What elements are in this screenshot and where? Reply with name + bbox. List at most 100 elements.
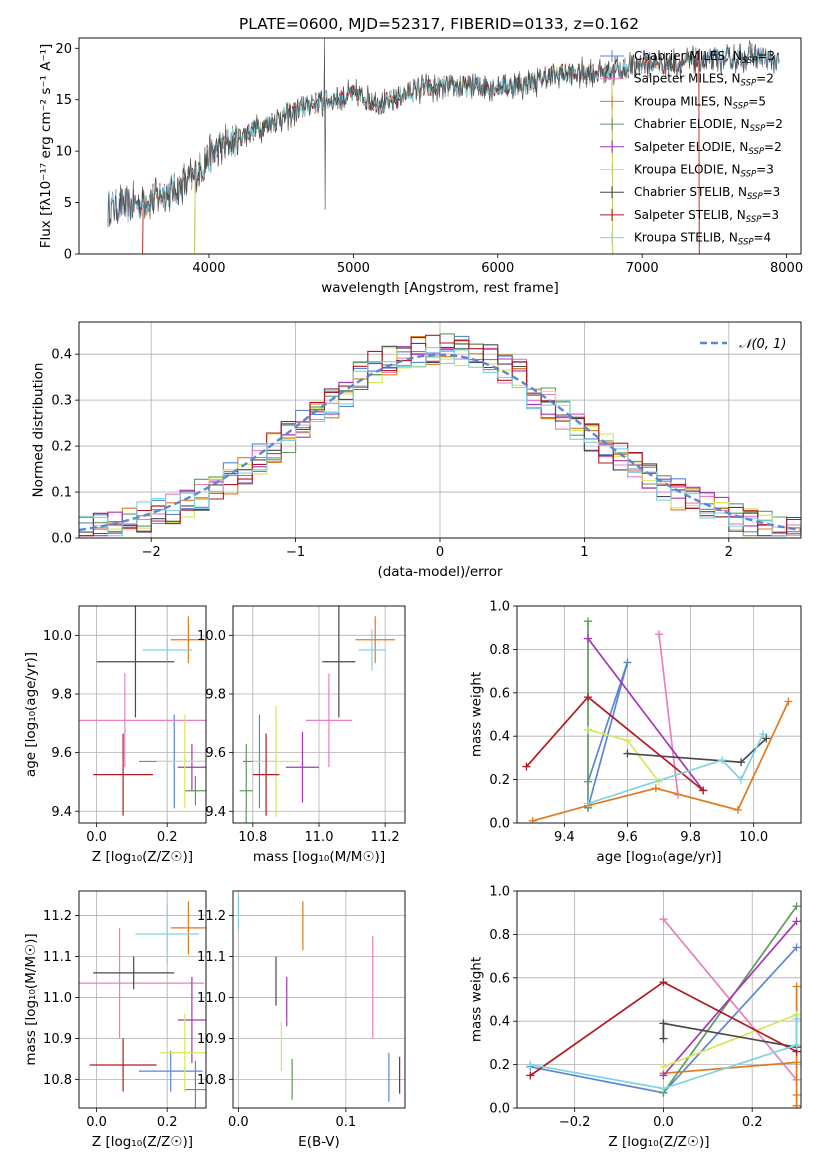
weight-line <box>663 1013 797 1068</box>
weight-line <box>662 1022 797 1049</box>
x-tick-label: 9.4 <box>554 830 575 845</box>
weight-marker <box>699 786 708 795</box>
errorbar-point-salpeter_elodie <box>177 743 206 791</box>
y-tick-label: 5 <box>64 196 72 211</box>
x-tick-label: 6000 <box>481 261 514 276</box>
x-tick-label: 0.0 <box>228 1115 249 1130</box>
x-tick-label: 0.2 <box>742 1115 763 1130</box>
weight-marker <box>584 693 592 702</box>
age_vs_Z-panel: 0.0 0.2 9.4 9.6 9.8 10.0 Z [log₁₀(Z/Z☉)] age [l… <box>23 605 207 865</box>
x-tick-label: 11.0 <box>305 830 334 845</box>
y-tick-label: 20 <box>55 42 72 57</box>
x-tick-label: 0 <box>436 545 444 560</box>
x-tick-label: −0.2 <box>559 1115 591 1130</box>
y-tick-label: 0.1 <box>51 486 72 501</box>
y-tick-label: 0.6 <box>489 686 510 701</box>
x-axis-label: (data-model)/error <box>377 564 503 580</box>
errorbar-point-chabrier_elodie <box>239 743 253 823</box>
y-tick-label: 15 <box>55 93 72 108</box>
weight-line <box>587 733 764 805</box>
errorbar-point-salpeter_miles <box>79 927 205 1039</box>
histogram-salpeter_stelib <box>79 334 801 537</box>
weight-series-salpeter_stelib <box>522 693 708 795</box>
errorbar-point-salpeter_stelib <box>252 733 280 816</box>
errorbar-point-kroupa_miles <box>170 616 206 664</box>
weight-line <box>662 920 798 1077</box>
weight-series-kroupa_elodie <box>584 725 663 786</box>
errorbar-point-kroupa_miles <box>355 616 396 664</box>
spectrum-marks <box>107 38 780 254</box>
y-tick-label: 11.1 <box>43 950 72 965</box>
x-axis-label: age [log₁₀(age/yr)] <box>596 849 721 865</box>
weight-marker <box>584 617 592 626</box>
histogram-chabrier_elodie <box>79 333 801 533</box>
y-tick-label: 10.9 <box>43 1032 72 1047</box>
spectrum-panel: 4000 5000 6000 7000 8000 0 5 10 15 20 wavelength [… <box>38 15 803 296</box>
errorbar-point-chabrier_stelib <box>322 606 356 718</box>
errorbar-point-chabrier_elodie <box>184 776 206 806</box>
y-tick-label: 9.6 <box>51 746 72 761</box>
weight-marker <box>718 756 727 765</box>
weight-marker <box>526 1071 535 1080</box>
x-tick-label: 1 <box>580 545 588 560</box>
weight-marker <box>623 749 632 758</box>
weight_vs_Z-panel: −0.2 0.0 0.2 0.0 0.2 0.4 0.6 0.8 1.0 Z [log₁₀(Z/Z… <box>469 885 802 1150</box>
x-axis-label: Z [log₁₀(Z/Z☉)] <box>608 1134 709 1150</box>
y-tick-label: 10.0 <box>197 629 226 644</box>
y-tick-label: 0.4 <box>489 1015 510 1030</box>
weight-marker <box>584 799 592 808</box>
weight-marker <box>784 697 793 706</box>
age_vs_mass-marks <box>239 606 396 823</box>
weight-series-kroupa_elodie <box>659 1010 801 1071</box>
x-tick-label: 8000 <box>770 261 803 276</box>
y-tick-label: 10.9 <box>197 1032 226 1047</box>
age_vs_Z-marks <box>79 606 206 816</box>
x-tick-label: 0.0 <box>653 1115 674 1130</box>
weight-series-chabrier_elodie <box>584 617 592 812</box>
weight-line <box>658 634 679 795</box>
y-tick-label: 11.0 <box>197 991 226 1006</box>
axes-frame <box>516 605 802 824</box>
y-axis-label: mass [log₁₀(M/M☉)] <box>23 933 39 1065</box>
y-axis-label: Normed distribution <box>31 363 47 498</box>
x-tick-label: 0.1 <box>336 1115 357 1130</box>
legend-label: Chabrier STELIB, NSSP=3 <box>634 185 780 202</box>
weight-series-chabrier_stelib <box>623 734 771 767</box>
weight-series-kroupa_stelib <box>526 1015 801 1093</box>
weight-marker <box>623 736 632 745</box>
y-axis-label: mass weight <box>469 672 485 757</box>
legend-label: Kroupa ELODIE, NSSP=3 <box>634 163 774 180</box>
x-tick-label: 0.0 <box>86 1115 107 1130</box>
axes-frame <box>78 37 802 255</box>
weight-series-kroupa_miles <box>659 982 801 1108</box>
weight-line <box>530 1019 798 1090</box>
errorbar-point-salpeter_stelib <box>89 1038 157 1092</box>
y-tick-label: 9.8 <box>205 687 226 702</box>
x-axis-label: wavelength [Angstrom, rest frame] <box>321 280 559 296</box>
errorbar-point-salpeter_elodie <box>177 976 206 1063</box>
weight-marker <box>759 730 768 739</box>
y-tick-label: 0.2 <box>51 440 72 455</box>
y-tick-label: 10 <box>55 145 72 160</box>
weight-marker <box>623 658 632 667</box>
legend-label: Chabrier MILES, NSSP=3 <box>634 49 775 66</box>
errorbar-point-chabrier_elodie <box>184 1060 206 1108</box>
weight-marker <box>651 784 660 793</box>
weight-series-chabrier_stelib <box>659 1019 801 1052</box>
mass_vs_Z-panel: 0.0 0.2 10.8 10.9 11.0 11.1 11.2 Z [log₁₀(Z/Z☉)… <box>23 890 207 1150</box>
y-tick-label: 10.8 <box>197 1073 226 1088</box>
x-tick-label: −1 <box>286 545 305 560</box>
y-tick-label: 9.4 <box>51 805 72 820</box>
axes-frame <box>232 890 406 1109</box>
weight-marker <box>792 982 801 991</box>
weight-marker <box>792 1058 801 1067</box>
x-axis-label: E(B-V) <box>298 1134 340 1150</box>
weight_vs_Z-marks <box>526 902 801 1108</box>
weight-marker <box>792 902 801 911</box>
errorbar-point-kroupa_stelib <box>358 629 386 671</box>
errorbar-point-kroupa_elodie <box>156 714 206 809</box>
errorbar-point-salpeter_stelib <box>93 733 154 816</box>
weight-marker <box>737 758 746 767</box>
legend-label: Salpeter STELIB, NSSP=3 <box>634 208 779 225</box>
